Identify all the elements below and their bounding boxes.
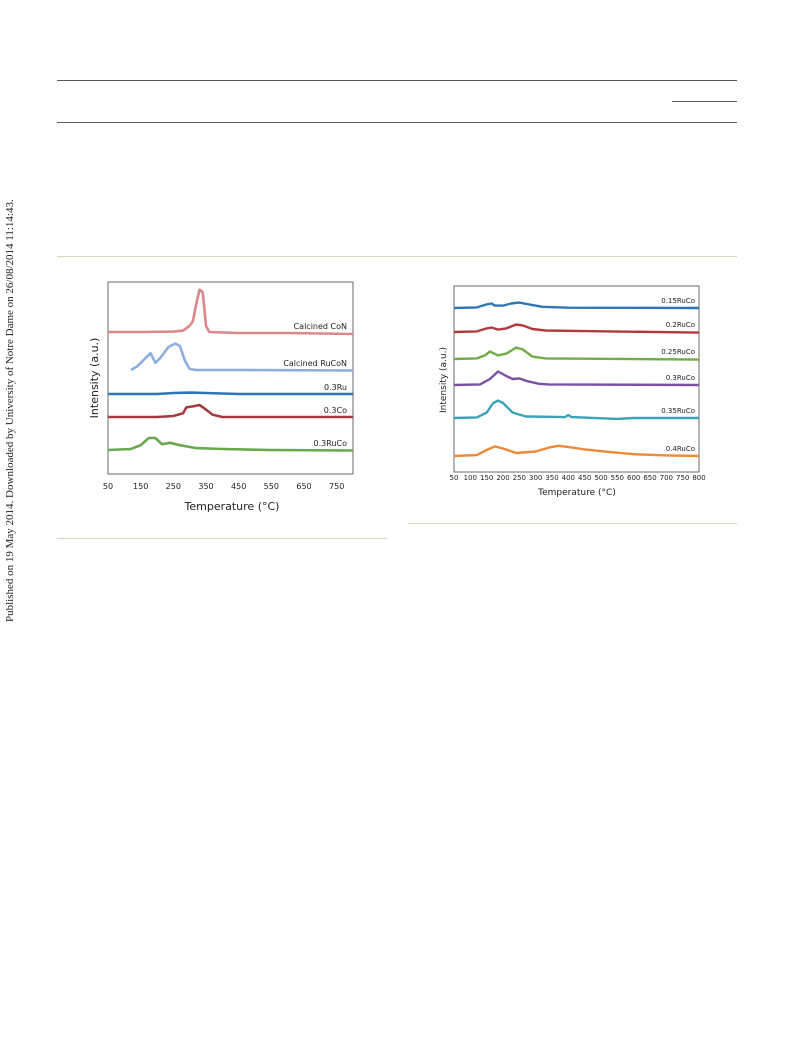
x-tick-label: 250 xyxy=(166,482,181,491)
x-tick-label: 200 xyxy=(496,474,509,482)
series-line xyxy=(453,346,700,361)
x-tick-label: 300 xyxy=(529,474,542,482)
x-tick-label: 350 xyxy=(545,474,558,482)
x-tick-label: 150 xyxy=(480,474,493,482)
x-tick-layer: 50 100 150 200 250 300 350 400 450 500 550 600 650 70… xyxy=(450,474,706,482)
x-tick-label: 350 xyxy=(198,482,213,491)
series-line xyxy=(130,342,354,372)
x-tick-label: 750 xyxy=(676,474,689,482)
x-tick-layer: 50 150 250 350 450 550 650 750 xyxy=(103,482,344,491)
series-line xyxy=(108,391,353,396)
figure-right-rule-bottom xyxy=(408,523,737,524)
x-tick-label: 150 xyxy=(133,482,148,491)
x-tick-label: 600 xyxy=(627,474,640,482)
series-layer xyxy=(107,288,354,452)
x-tick-label: 650 xyxy=(296,482,311,491)
x-axis-label: Temperature (°C) xyxy=(184,500,280,513)
series-label: 0.3RuCo xyxy=(314,439,348,448)
x-tick-label: 50 xyxy=(450,474,459,482)
x-tick-label: 700 xyxy=(660,474,673,482)
figure-rule-top xyxy=(57,256,737,257)
x-tick-label: 550 xyxy=(611,474,624,482)
series-label: 0.3Co xyxy=(324,406,347,415)
series-label: 0.4RuCo xyxy=(666,445,695,453)
tpr-chart-left: Calcined CoN Calcined RuCoN 0.3Ru 0.3Co 0.3R… xyxy=(88,281,354,513)
header-rule-bottom xyxy=(57,122,737,123)
series-label: Calcined RuCoN xyxy=(283,359,347,368)
series-line xyxy=(453,444,700,458)
x-tick-label: 550 xyxy=(264,482,279,491)
x-tick-label: 750 xyxy=(329,482,344,491)
series-label: 0.25RuCo xyxy=(661,348,695,356)
x-tick-label: 400 xyxy=(562,474,575,482)
publication-note-text: Published on 19 May 2014. Downloaded by … xyxy=(4,199,16,622)
x-tick-label: 650 xyxy=(643,474,656,482)
series-label: 0.3Ru xyxy=(324,383,347,392)
series-label: 0.15RuCo xyxy=(661,297,695,305)
y-axis-label: Intensity (a.u.) xyxy=(88,338,101,419)
figure-left-rule-bottom xyxy=(57,538,387,539)
tpr-chart-right: 0.15RuCo 0.2RuCo 0.25RuCo 0.3RuCo 0.35RuCo 0.… xyxy=(439,285,706,498)
x-tick-label: 450 xyxy=(231,482,246,491)
series-label-layer: Calcined CoN Calcined RuCoN 0.3Ru 0.3Co 0.3R… xyxy=(283,322,347,448)
x-tick-label: 250 xyxy=(513,474,526,482)
series-label: Calcined CoN xyxy=(294,322,347,331)
x-tick-label: 50 xyxy=(103,482,113,491)
plot-frame xyxy=(453,285,700,473)
series-label: 0.3RuCo xyxy=(666,374,695,382)
series-line xyxy=(107,436,354,452)
series-line xyxy=(453,301,700,310)
y-axis-label: Intensity (a.u.) xyxy=(439,347,449,413)
series-layer xyxy=(453,301,700,458)
x-tick-label: 450 xyxy=(578,474,591,482)
series-line xyxy=(453,399,699,421)
header-rule-top xyxy=(57,80,737,81)
series-label: 0.35RuCo xyxy=(661,407,695,415)
series-line xyxy=(453,370,700,387)
series-line xyxy=(108,288,354,336)
series-label: 0.2RuCo xyxy=(666,321,695,329)
x-axis-label: Temperature (°C) xyxy=(537,488,616,498)
series-line xyxy=(453,323,700,334)
x-tick-label: 100 xyxy=(464,474,477,482)
plot-frame xyxy=(107,281,354,475)
series-label-layer: 0.15RuCo 0.2RuCo 0.25RuCo 0.3RuCo 0.35RuCo 0.… xyxy=(661,297,695,453)
x-tick-label: 800 xyxy=(692,474,705,482)
x-tick-label: 500 xyxy=(594,474,607,482)
header-rule-short xyxy=(672,101,737,102)
series-line xyxy=(108,403,353,419)
